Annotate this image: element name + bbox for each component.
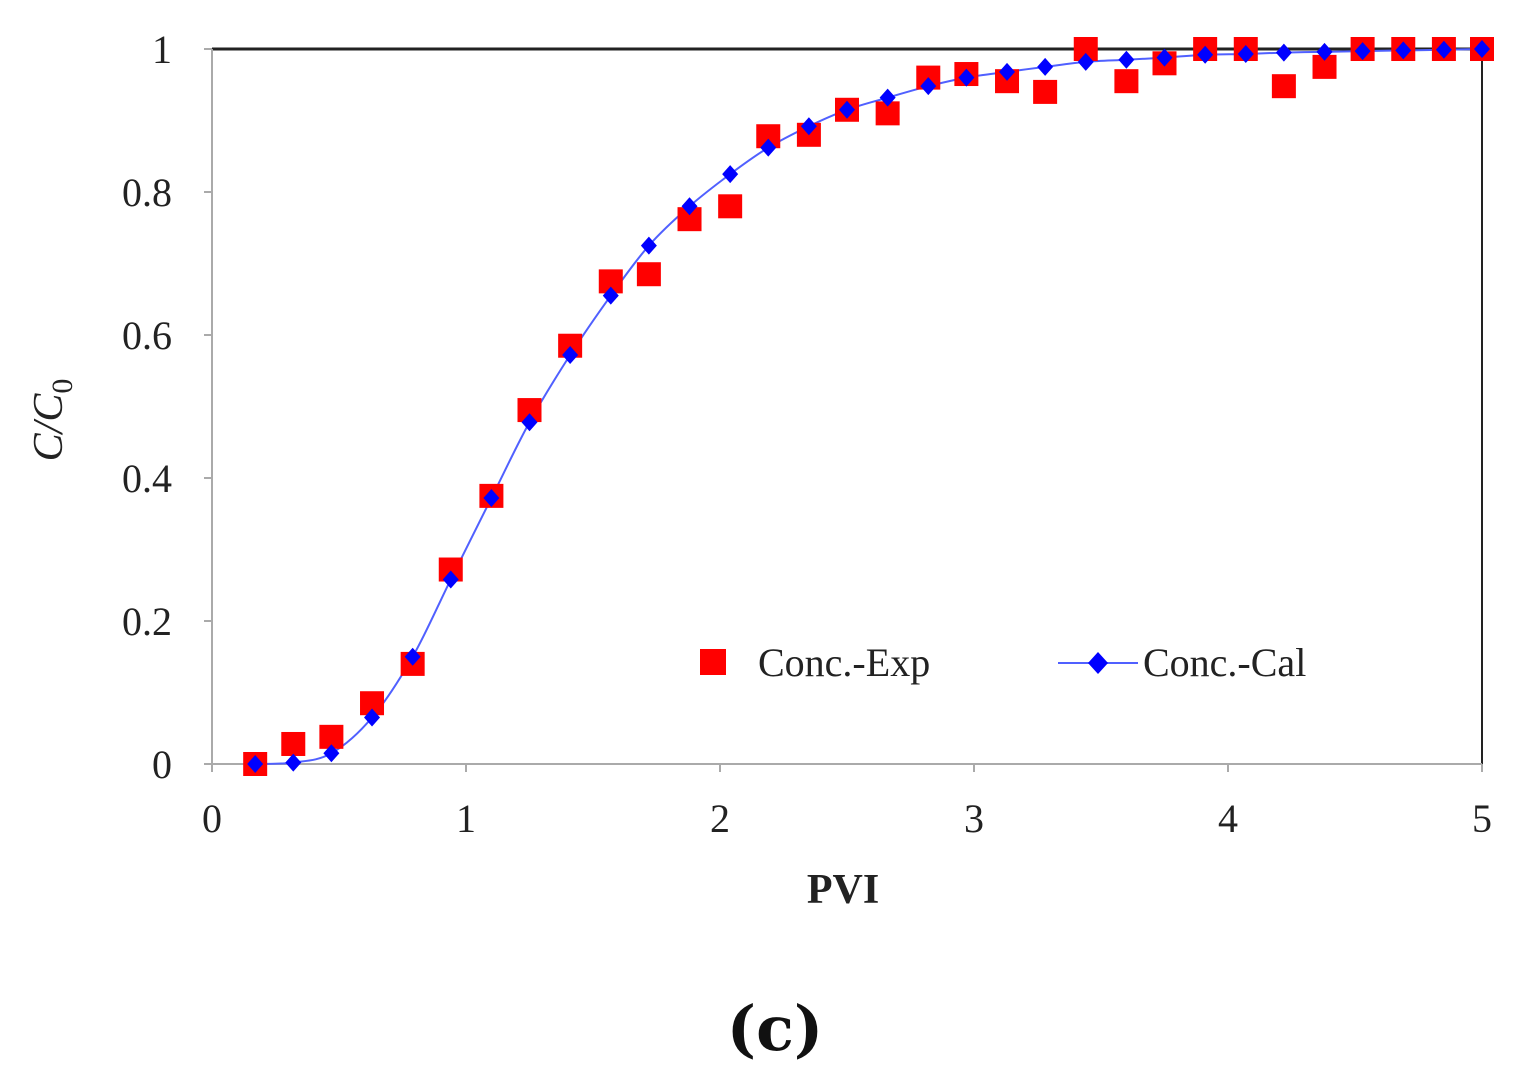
conc-cal-point [800,117,817,136]
conc-cal-point [562,346,579,365]
conc-cal-point [1156,48,1173,67]
conc-cal-point [760,138,777,157]
legend-cal-label: Conc.-Cal [1143,640,1306,685]
x-tick-label: 2 [710,796,730,841]
conc-exp-point [1033,79,1058,104]
conc-cal-point [483,489,500,508]
conc-cal-point [1275,43,1292,62]
y-tick-label: 0 [152,742,172,787]
conc-cal-point [879,88,896,107]
x-axis-ticks: 0 1 2 3 4 5 [202,764,1492,841]
y-axis-title: C/C0 [26,379,79,462]
conc-cal-point [1118,50,1135,69]
series-conc-cal-markers [247,40,1490,773]
conc-cal-point [681,197,698,216]
x-tick-label: 4 [1218,796,1238,841]
conc-cal-point [1197,45,1214,64]
conc-cal-point [404,647,421,666]
legend-exp-marker [700,649,726,675]
y-axis-ticks: 0 0.2 0.4 0.6 0.8 1 [122,27,212,787]
conc-cal-point [1435,40,1452,59]
x-tick-label: 3 [964,796,984,841]
conc-cal-point [247,755,264,773]
conc-exp-point [281,731,306,756]
legend-cal-marker [1088,652,1108,674]
y-tick-label: 0.4 [122,456,172,501]
conc-cal-point [521,413,538,432]
conc-cal-point [1316,42,1333,61]
y-tick-label: 0.2 [122,599,172,644]
conc-cal-point [1037,57,1054,76]
conc-cal-point [285,753,302,772]
conc-cal-point [958,68,975,87]
x-axis-title: PVI [807,867,879,913]
x-tick-label: 1 [456,796,476,841]
conc-cal-point [722,165,739,184]
conc-cal-point [442,570,459,589]
y-tick-label: 0.6 [122,313,172,358]
conc-cal-point [1474,40,1490,58]
conc-cal-point [323,744,340,763]
conc-cal-point [839,100,855,119]
conc-cal-point [640,236,657,255]
conc-cal-point [920,77,937,96]
y-axis-title-subscript: 0 [46,379,79,394]
conc-cal-point [602,286,619,305]
conc-exp-point [636,262,661,287]
conc-cal-point [1077,52,1094,71]
conc-exp-point [1114,69,1139,94]
y-tick-label: 1 [152,27,172,72]
x-tick-label: 0 [202,796,222,841]
y-tick-label: 0.8 [122,170,172,215]
conc-exp-point [718,194,743,219]
y-axis-title-main: C/C [26,393,72,462]
x-tick-label: 5 [1472,796,1492,841]
conc-cal-point [1395,41,1412,60]
conc-cal-point [1237,45,1254,64]
legend-exp-label: Conc.-Exp [758,640,930,685]
conc-cal-point [364,708,381,727]
plot-frame [211,47,1483,765]
conc-cal-point [999,62,1016,81]
panel-label: (c) [727,992,823,1065]
conc-exp-point [1271,74,1296,99]
conc-cal-point [1354,42,1371,61]
legend: Conc.-Exp Conc.-Cal [700,640,1306,685]
